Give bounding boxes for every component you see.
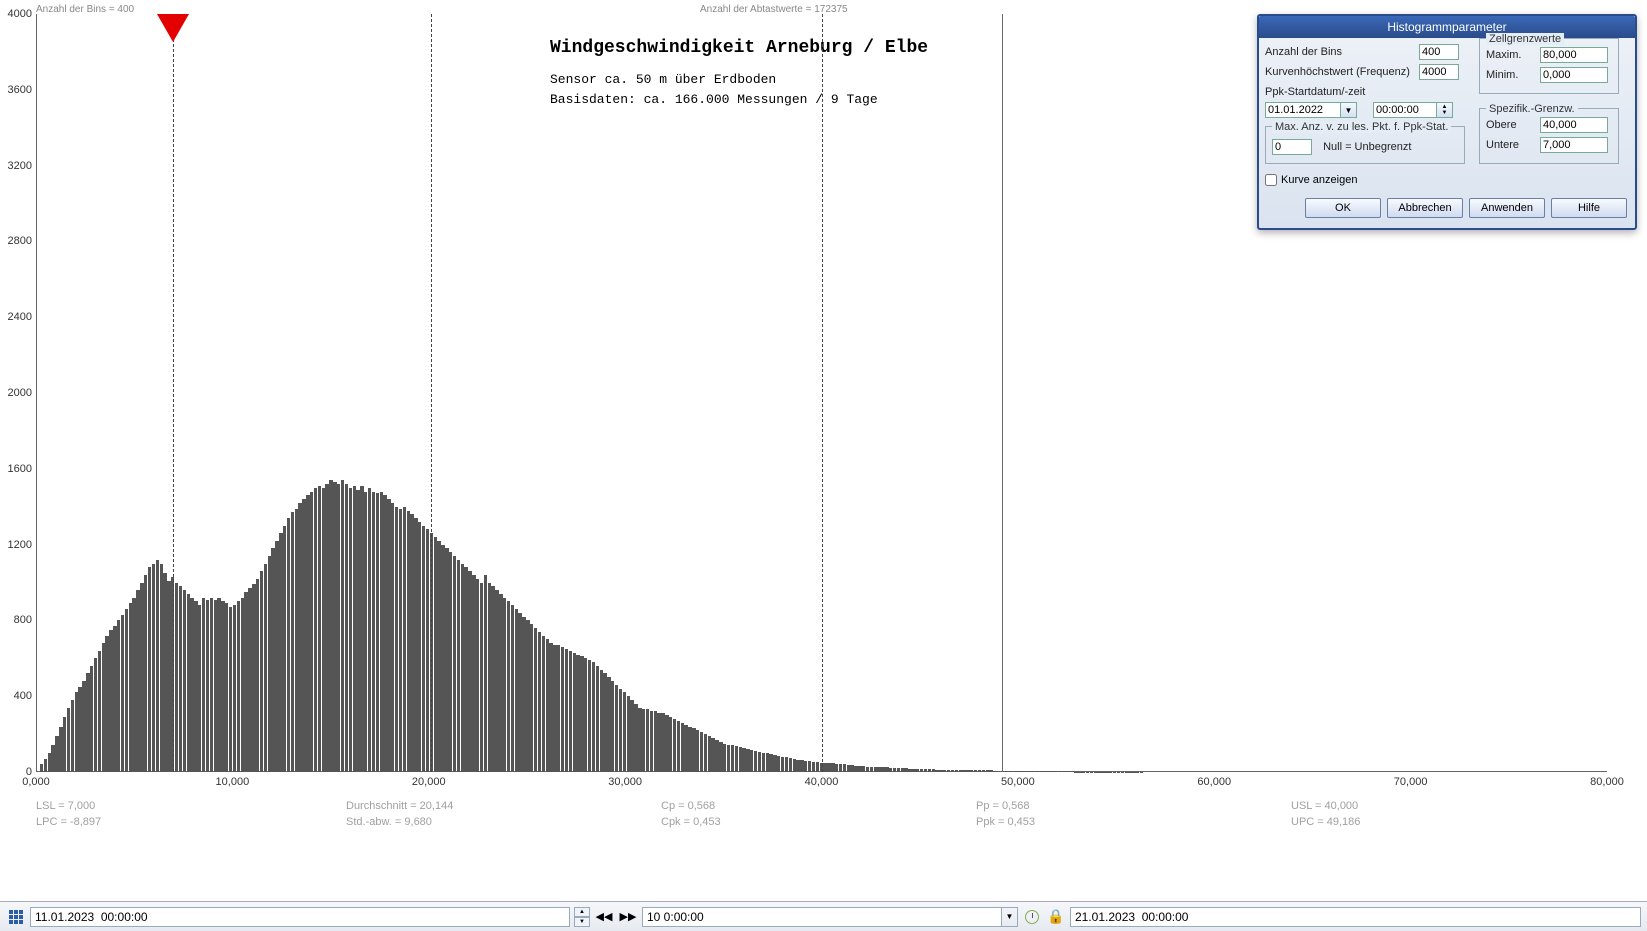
y-tick-label: 1600 [8,463,32,475]
spinner-up-icon[interactable]: ▲ [574,907,590,917]
x-tick-label: 40,000 [805,776,839,788]
speclimits-legend: Spezifik.-Grenzw. [1486,103,1578,115]
time-input[interactable] [1373,102,1437,118]
skip-back-button[interactable]: ◀◀ [594,907,614,927]
interval-dropdown[interactable]: ▼ [1002,907,1018,927]
bins-label: Anzahl der Bins [1265,46,1342,58]
y-tick-label: 800 [14,614,32,626]
min-label: Minim. [1486,69,1518,81]
maxpts-legend: Max. Anz. v. zu les. Pkt. f. Ppk-Stat. [1272,121,1451,133]
date-combo[interactable]: ▼ [1265,102,1357,118]
help-button[interactable]: Hilfe [1551,198,1627,218]
y-tick-label: 2400 [8,311,32,323]
x-tick-label: 70,000 [1394,776,1428,788]
calendar-button[interactable] [6,907,26,927]
stat-usl: USL = 40,000 [1291,800,1358,812]
interval-input[interactable] [642,907,1002,927]
dropdown-icon: ▼ [1006,912,1014,921]
curve-checkbox-label: Kurve anzeigen [1281,174,1357,186]
x-tick-label: 50,000 [1001,776,1035,788]
histogram-params-dialog: Histogrammparameter Anzahl der Bins Kurv… [1257,14,1637,230]
limit-line [431,14,432,772]
end-date-input[interactable] [1070,907,1641,927]
stat-lsl: LSL = 7,000 [36,800,95,812]
clock-icon [1025,910,1039,924]
stat-upc: UPC = 49,186 [1291,816,1360,828]
upper-label: Obere [1486,119,1517,131]
dropdown-icon[interactable]: ▼ [1341,102,1357,118]
x-tick-label: 60,000 [1197,776,1231,788]
y-tick-label: 3200 [8,160,32,172]
skip-forward-icon: ▶▶ [620,910,637,923]
limit-line [1002,14,1003,772]
y-tick-label: 2800 [8,235,32,247]
x-tick-label: 80,000 [1590,776,1624,788]
calendar-icon [9,910,23,924]
stat-avg: Durchschnitt = 20,144 [346,800,453,812]
maxpts-input[interactable] [1272,139,1312,155]
skip-forward-button[interactable]: ▶▶ [618,907,638,927]
x-tick-label: 10,000 [216,776,250,788]
cancel-button[interactable]: Abbrechen [1387,198,1463,218]
stat-std: Std.-abw. = 9,680 [346,816,432,828]
cellbounds-legend: Zellgrenzwerte [1486,33,1564,45]
y-tick-label: 2000 [8,387,32,399]
stat-ppk: Ppk = 0,453 [976,816,1035,828]
max-label: Maxim. [1486,49,1521,61]
x-tick-label: 30,000 [608,776,642,788]
maxpts-hint: Null = Unbegrenzt [1323,141,1411,153]
peak-label: Kurvenhöchstwert (Frequenz) [1265,66,1410,78]
stat-cpk: Cpk = 0,453 [661,816,721,828]
dialog-title: Histogrammparameter [1259,16,1635,38]
bottom-toolbar: ▲▼ ◀◀ ▶▶ ▼ 🔒 [0,901,1647,931]
x-tick-label: 20,000 [412,776,446,788]
lock-icon: 🔒 [1047,908,1064,925]
start-date-input[interactable] [30,907,570,927]
max-input[interactable] [1540,47,1608,63]
statistics-row: LSL = 7,000 LPC = -8,897 Durchschnitt = … [36,800,1607,834]
lsl-marker-icon [157,14,189,42]
start-date-spinner[interactable]: ▲▼ [574,907,590,927]
clock-button[interactable] [1022,907,1042,927]
x-tick-label: 0,000 [22,776,50,788]
y-tick-label: 1200 [8,539,32,551]
upper-input[interactable] [1540,117,1608,133]
lower-input[interactable] [1540,137,1608,153]
bins-input[interactable] [1419,44,1459,60]
curve-checkbox[interactable]: Kurve anzeigen [1265,174,1357,186]
y-tick-label: 3600 [8,84,32,96]
peak-input[interactable] [1419,64,1459,80]
ok-button[interactable]: OK [1305,198,1381,218]
spinner-down-icon[interactable]: ▼ [574,917,590,927]
apply-button[interactable]: Anwenden [1469,198,1545,218]
time-combo[interactable]: ▲▼ [1373,102,1453,118]
min-input[interactable] [1540,67,1608,83]
limit-line [173,14,174,772]
stat-pp: Pp = 0,568 [976,800,1030,812]
skip-back-icon: ◀◀ [596,910,613,923]
limit-line [822,14,823,772]
date-input[interactable] [1265,102,1341,118]
spinner-icon[interactable]: ▲▼ [1437,102,1453,118]
y-tick-label: 4000 [8,8,32,20]
speclimits-fieldset: Spezifik.-Grenzw. Obere Untere [1479,108,1619,164]
maxpts-fieldset: Max. Anz. v. zu les. Pkt. f. Ppk-Stat. N… [1265,126,1465,164]
lower-label: Untere [1486,139,1519,151]
stat-lpc: LPC = -8,897 [36,816,101,828]
date-label: Ppk-Startdatum/-zeit [1265,86,1365,98]
lock-button[interactable]: 🔒 [1046,907,1066,927]
y-tick-label: 400 [14,690,32,702]
cellbounds-fieldset: Zellgrenzwerte Maxim. Minim. [1479,38,1619,94]
curve-checkbox-input[interactable] [1265,174,1277,186]
stat-cp: Cp = 0,568 [661,800,715,812]
